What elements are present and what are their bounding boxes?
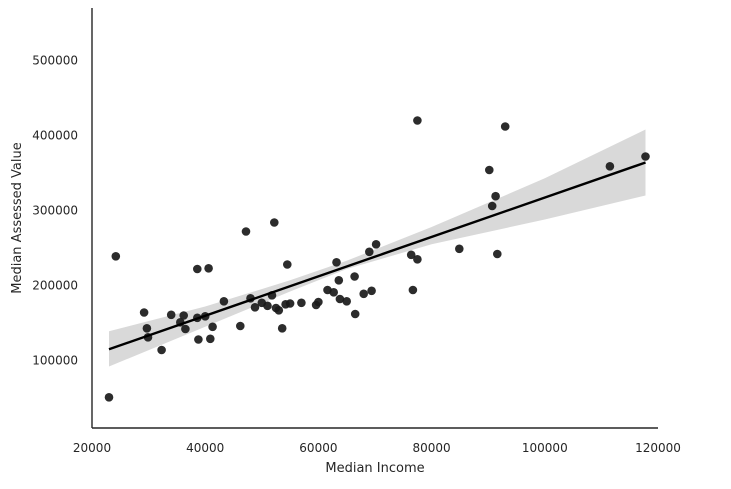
- x-tick-label: 100000: [522, 441, 568, 455]
- y-tick-label: 400000: [32, 129, 78, 143]
- y-tick-label: 200000: [32, 279, 78, 293]
- y-axis-label: Median Assessed Value: [10, 142, 25, 293]
- data-point: [250, 303, 260, 312]
- data-point: [493, 249, 502, 259]
- data-point: [236, 321, 245, 331]
- data-point: [491, 191, 500, 201]
- x-tick-label: 80000: [413, 441, 451, 455]
- data-point: [194, 335, 203, 344]
- x-tick-label: 20000: [73, 441, 111, 455]
- data-point: [350, 272, 359, 281]
- x-tick-label: 120000: [635, 441, 681, 455]
- y-ticks: 100000 200000 300000 400000 500000: [32, 54, 78, 368]
- x-axis-label: Median Income: [325, 461, 424, 476]
- data-point: [181, 324, 190, 334]
- data-point: [342, 297, 352, 306]
- data-point: [206, 334, 215, 344]
- data-point: [332, 258, 341, 267]
- data-point: [605, 162, 615, 171]
- data-point: [270, 218, 279, 227]
- y-tick-label: 300000: [32, 204, 78, 218]
- y-tick-label: 500000: [32, 54, 78, 68]
- data-point: [500, 122, 510, 131]
- regression-line-layer: [108, 161, 646, 351]
- data-point: [297, 298, 306, 308]
- data-point: [413, 116, 422, 125]
- data-point: [329, 288, 339, 297]
- data-point: [408, 285, 418, 295]
- x-tick-label: 60000: [299, 441, 337, 455]
- regression-line: [108, 161, 646, 351]
- data-point: [367, 286, 376, 296]
- data-point: [350, 309, 360, 319]
- data-point: [193, 264, 202, 274]
- data-point: [219, 297, 229, 306]
- data-point: [104, 393, 114, 402]
- y-tick-label: 100000: [32, 354, 78, 368]
- data-point: [413, 254, 422, 264]
- data-point: [371, 240, 381, 249]
- data-point: [208, 322, 217, 332]
- data-point: [274, 306, 284, 315]
- data-point: [111, 251, 121, 261]
- data-point: [139, 308, 149, 317]
- data-point: [335, 294, 345, 304]
- x-ticks: 20000 40000 60000 80000 100000 120000: [73, 441, 681, 455]
- data-point: [455, 244, 464, 254]
- data-point: [406, 250, 416, 260]
- data-point: [241, 227, 251, 236]
- data-point: [263, 301, 272, 311]
- confidence-band: [109, 129, 646, 367]
- data-point: [641, 152, 650, 161]
- data-point: [157, 345, 166, 355]
- data-point: [334, 276, 344, 285]
- data-point: [204, 264, 213, 273]
- data-point: [359, 289, 369, 299]
- data-point: [283, 260, 292, 269]
- data-point: [142, 324, 152, 333]
- data-point: [485, 165, 494, 175]
- data-point: [365, 247, 374, 257]
- confidence-band-layer: [109, 129, 646, 367]
- data-point: [285, 299, 295, 308]
- data-point: [487, 201, 497, 211]
- data-point: [166, 310, 176, 320]
- x-tick-label: 40000: [186, 441, 224, 455]
- data-point: [314, 297, 323, 307]
- data-point: [277, 324, 287, 333]
- data-point: [179, 311, 188, 320]
